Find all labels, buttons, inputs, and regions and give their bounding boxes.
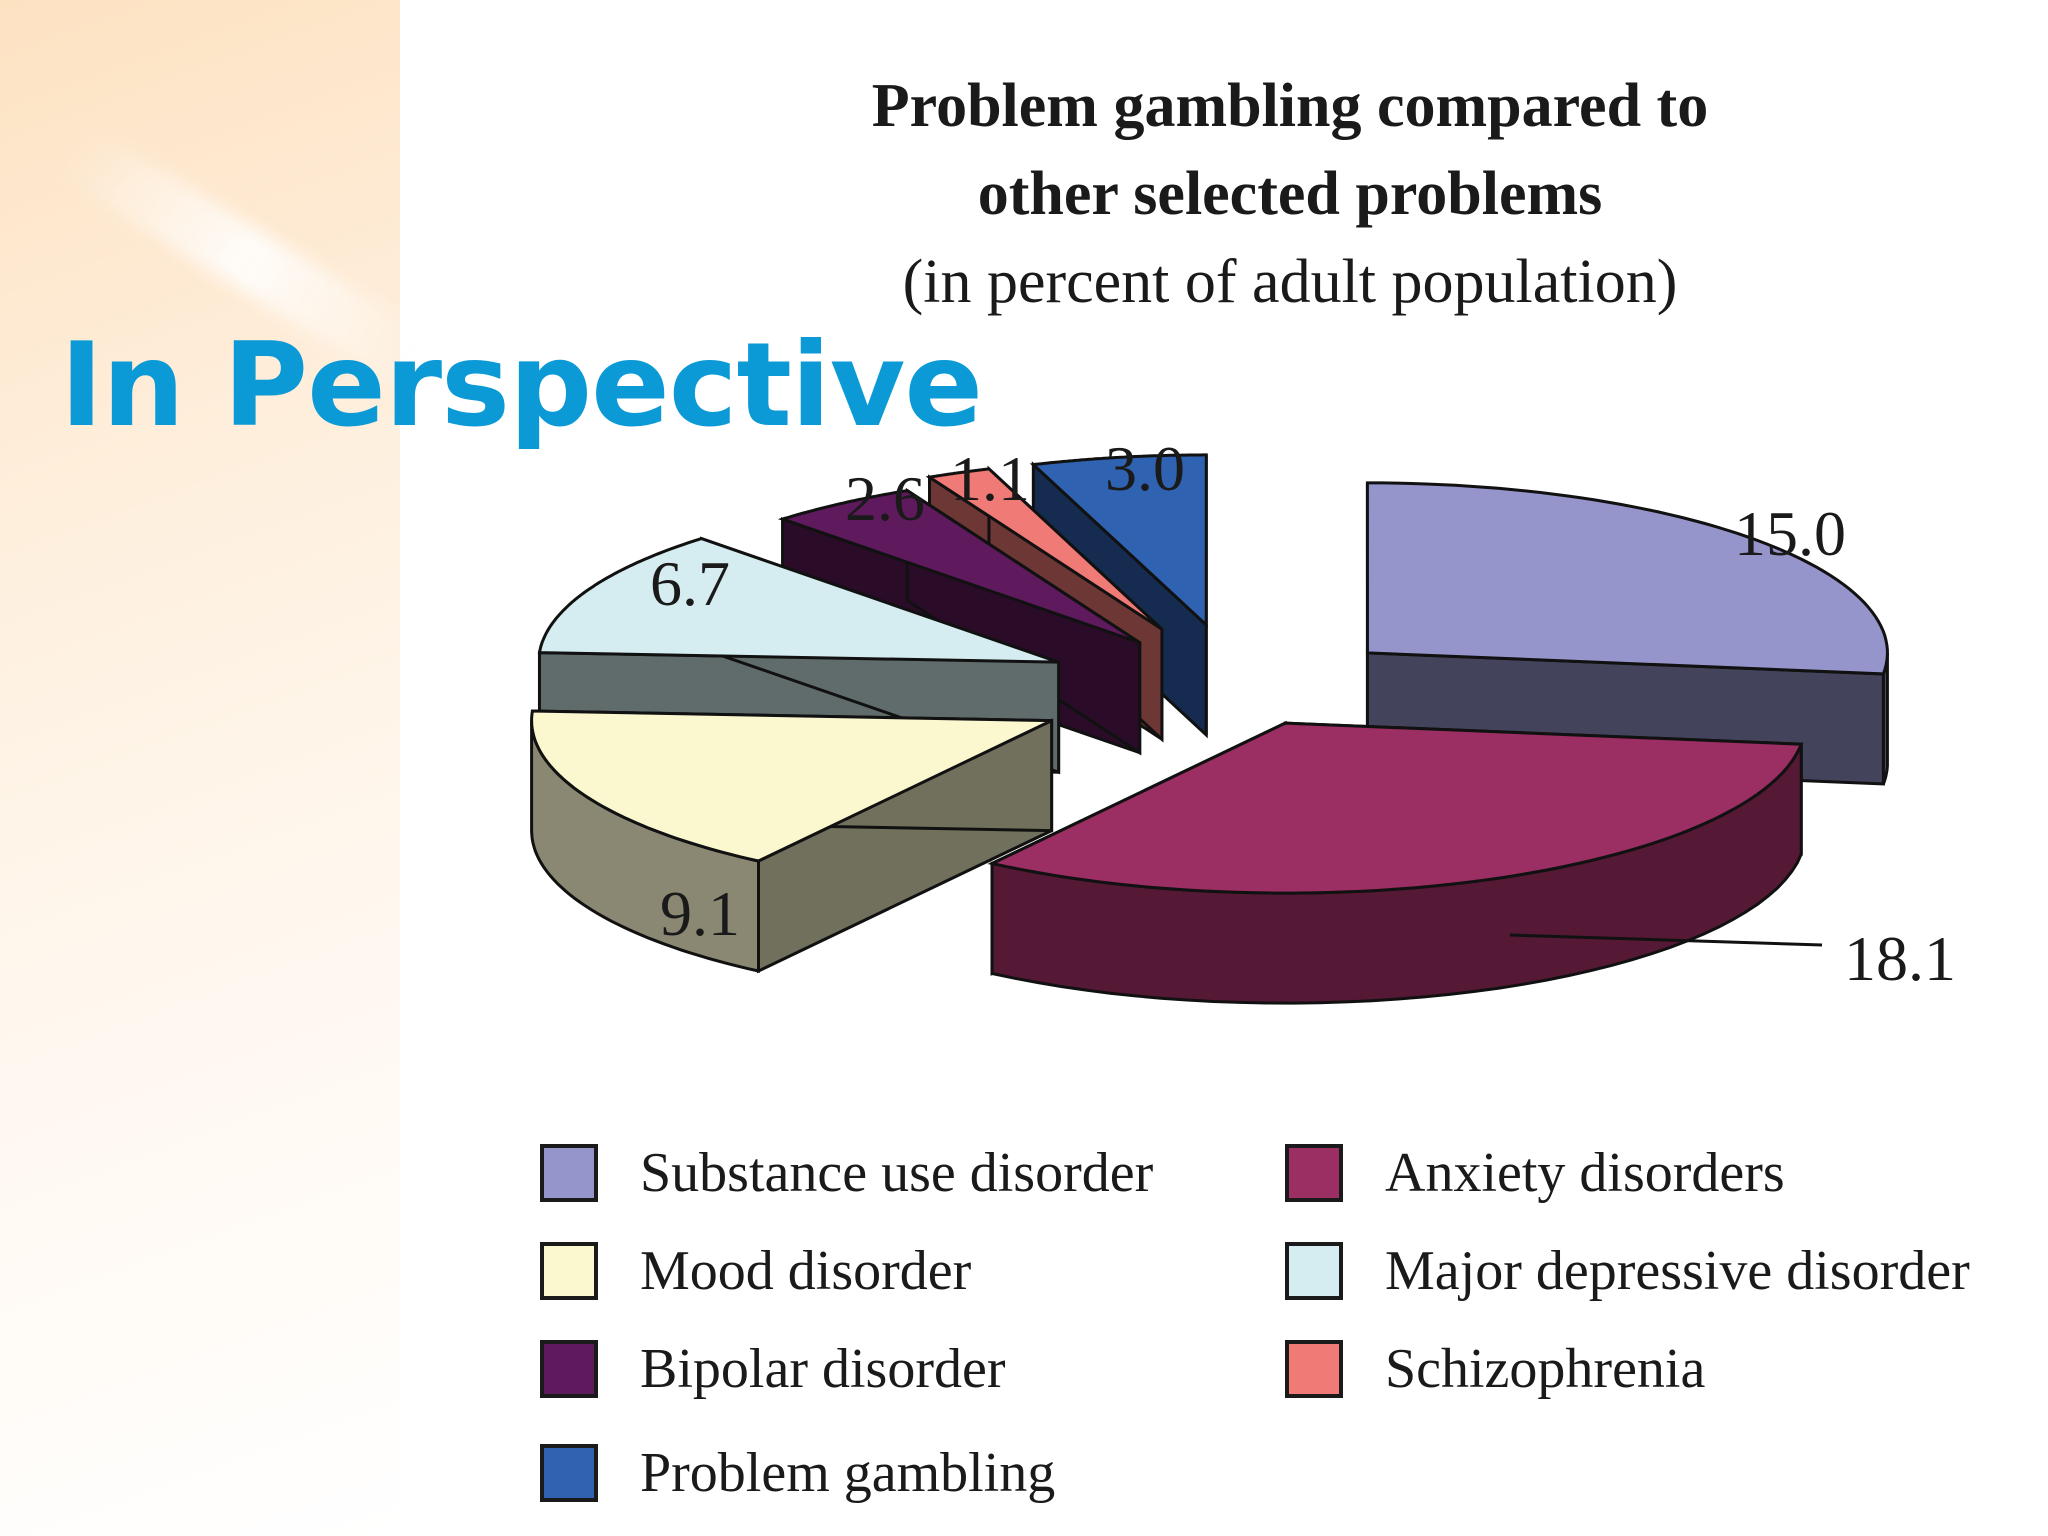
legend-label: Anxiety disorders [1385,1142,1785,1204]
pie-slice-top [925,467,1163,631]
legend-swatch [540,1144,598,1202]
legend-swatch [1285,1242,1343,1300]
pie-slice-2 [530,709,1054,974]
legend-swatch [1285,1144,1343,1202]
pie-chart: 15.0 18.1 9.1 6.7 2.6 1.1 3.0 [530,433,1956,1005]
pie-slice-top [777,489,1141,645]
pie-slice-top [1365,481,1889,676]
data-label-3: 6.7 [650,548,730,619]
legend-label: Schizophrenia [1385,1338,1706,1400]
pie-slice-top [537,537,1060,664]
legend-swatch [540,1444,598,1502]
leader-line [1509,933,1823,947]
chart-legend: Substance use disorder Anxiety disorders… [540,1140,2030,1520]
legend-label: Substance use disorder [640,1142,1154,1204]
legend-label: Major depressive disorder [1385,1240,1970,1302]
slide-title: In Perspective [60,318,983,453]
legend-item-mood: Mood disorder [540,1238,971,1304]
chart-subtitle: (in percent of adult population) [902,248,1678,316]
legend-swatch [540,1242,598,1300]
data-label-2: 9.1 [660,878,740,949]
data-label-5: 1.1 [950,443,1030,514]
legend-item-schizophrenia: Schizophrenia [1285,1336,1705,1402]
legend-label: Problem gambling [640,1442,1056,1504]
pie-slice-top [1029,453,1208,629]
data-label-4: 2.6 [845,463,925,534]
legend-label: Bipolar disorder [640,1338,1006,1400]
legend-swatch [540,1340,598,1398]
legend-item-gambling: Problem gambling [540,1440,1055,1506]
pie-slice-top [987,721,1804,895]
data-label-0: 15.0 [1734,498,1846,569]
legend-label: Mood disorder [640,1240,972,1302]
pie-slice-1 [987,720,1804,1005]
legend-item-anxiety: Anxiety disorders [1285,1140,1785,1206]
data-label-6: 3.0 [1105,433,1185,504]
pie-slice-top [530,709,1053,863]
legend-item-depressive: Major depressive disorder [1285,1238,1970,1304]
chart-title: Problem gambling compared to other selec… [660,62,1920,326]
legend-item-bipolar: Bipolar disorder [540,1336,1005,1402]
legend-item-substance: Substance use disorder [540,1140,1153,1206]
chart-title-line1: Problem gambling compared to [871,72,1709,140]
data-label-1: 18.1 [1844,923,1956,994]
chart-title-line2: other selected problems [977,160,1603,228]
legend-swatch [1285,1340,1343,1398]
